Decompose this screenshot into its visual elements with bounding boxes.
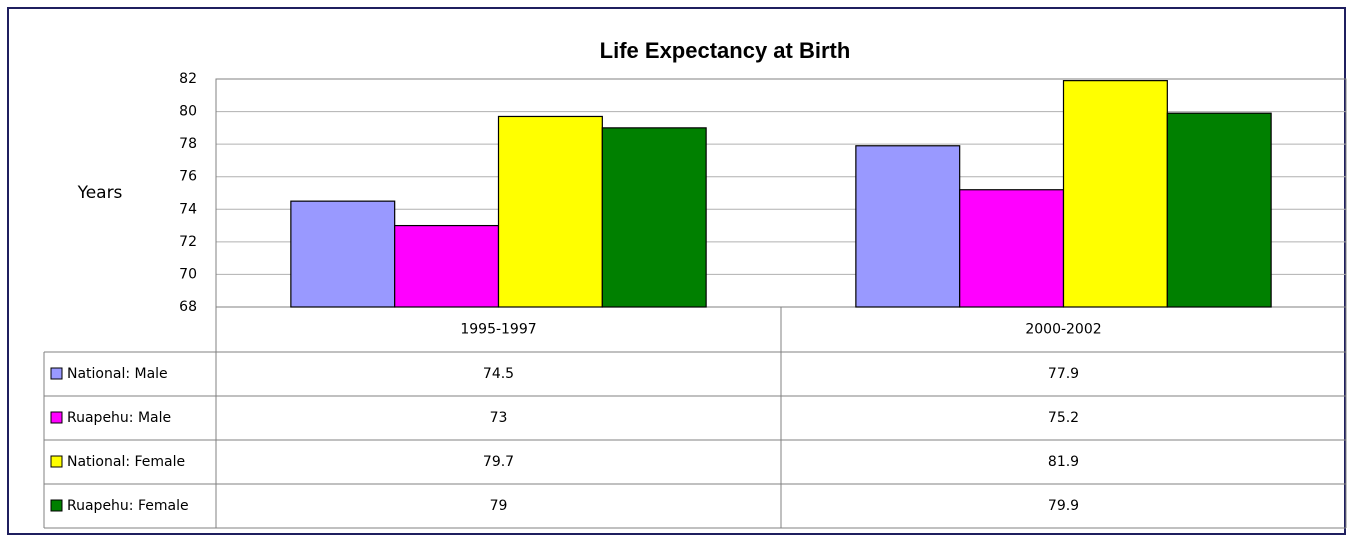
bar [855, 145, 961, 308]
table-value: 79.9 [1048, 498, 1079, 514]
bar [1062, 80, 1168, 308]
table-value: 81.9 [1048, 454, 1079, 470]
table-value: 77.9 [1048, 366, 1079, 382]
y-tick-label: 68 [179, 299, 197, 315]
y-tick-label: 70 [179, 266, 197, 282]
bar [1166, 112, 1272, 308]
y-tick-label: 82 [179, 71, 197, 87]
y-tick-label: 78 [179, 136, 197, 152]
legend-swatch [50, 411, 63, 424]
y-axis-label: Years [77, 183, 123, 203]
table-value: 75.2 [1048, 410, 1079, 426]
table-value: 74.5 [483, 366, 514, 382]
y-tick-label: 72 [179, 234, 197, 250]
legend-label: National: Female [67, 454, 185, 470]
legend-label: Ruapehu: Female [67, 498, 189, 514]
x-tick-label: 1995-1997 [460, 322, 536, 338]
table-value: 79.7 [483, 454, 514, 470]
legend-swatch [50, 455, 63, 468]
table-value: 79 [490, 498, 508, 514]
table-value: 73 [490, 410, 508, 426]
y-tick-label: 74 [179, 201, 197, 217]
legend-label: National: Male [67, 366, 168, 382]
y-tick-label: 76 [179, 169, 197, 185]
legend-swatch [50, 367, 63, 380]
x-tick-label: 2000-2002 [1025, 322, 1101, 338]
bar [394, 224, 500, 308]
legend-swatch [50, 499, 63, 512]
bar [959, 189, 1065, 308]
legend-label: Ruapehu: Male [67, 410, 171, 426]
bar [497, 115, 603, 308]
chart-title: Life Expectancy at Birth [600, 38, 851, 63]
bar [601, 127, 707, 308]
y-tick-label: 80 [179, 104, 197, 120]
bar [290, 200, 396, 308]
